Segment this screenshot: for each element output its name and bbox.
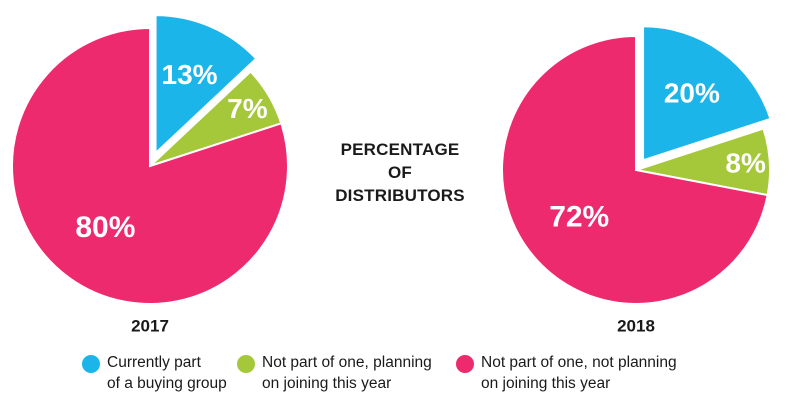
legend-item-planning: Not part of one, planning on joining thi… xyxy=(237,352,432,394)
pie-data-label-2018-not_planning: 72% xyxy=(549,200,609,233)
legend-item-currently-part: Currently part of a buying group xyxy=(82,352,227,394)
legend-label-line: on joining this year xyxy=(262,375,392,392)
center-title-line: DISTRIBUTORS xyxy=(335,186,465,205)
pie-year-label-2017: 2017 xyxy=(131,317,169,336)
legend-label-line: Currently part xyxy=(107,354,201,371)
legend-swatch-not-planning xyxy=(456,355,474,373)
pie-slice-2017-not_planning xyxy=(11,26,289,305)
legend-label-line: of a buying group xyxy=(107,375,227,392)
legend-label-line: Not part of one, planning xyxy=(262,354,432,371)
pie-data-label-2017-currently_part: 13% xyxy=(162,59,218,90)
pie-slice-2018-currently_part xyxy=(642,25,772,162)
legend-label-line: on joining this year xyxy=(481,375,611,392)
legend-item-not-planning: Not part of one, not planning on joining… xyxy=(456,352,677,394)
legend-label-line: Not part of one, not planning xyxy=(481,354,677,371)
legend-swatch-currently-part xyxy=(82,355,100,373)
pie-data-label-2017-not_planning: 80% xyxy=(75,211,135,244)
legend-swatch-planning xyxy=(237,355,255,373)
center-title-line: PERCENTAGE xyxy=(340,140,460,159)
pie-data-label-2018-currently_part: 20% xyxy=(664,78,720,109)
pie-slice-2017-currently_part xyxy=(154,14,258,156)
center-title-line: OF xyxy=(387,163,412,182)
center-title: PERCENTAGE OF DISTRIBUTORS xyxy=(310,138,490,207)
pie-charts: 13% 7% 80% 2017 20% 8% 72% 2018 xyxy=(11,14,772,336)
legend: Currently part of a buying group Not par… xyxy=(0,352,794,416)
pie-data-label-2018-planning: 8% xyxy=(725,148,766,179)
pie-slice-2018-not_planning xyxy=(501,34,769,305)
pie-year-label-2018: 2018 xyxy=(617,317,655,336)
legend-label: Not part of one, not planning on joining… xyxy=(481,352,677,394)
legend-label: Currently part of a buying group xyxy=(107,352,227,394)
legend-label: Not part of one, planning on joining thi… xyxy=(262,352,432,394)
pie-data-label-2017-planning: 7% xyxy=(227,93,268,124)
